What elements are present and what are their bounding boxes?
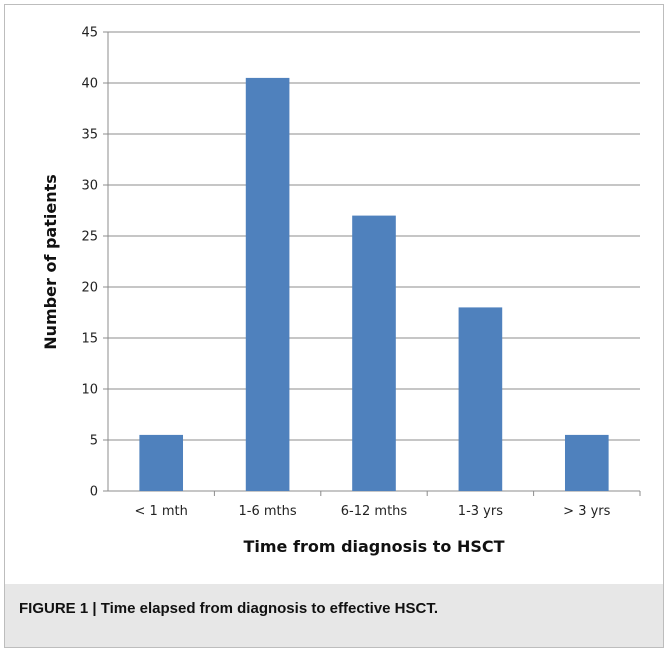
bar	[352, 215, 396, 491]
bars	[139, 77, 609, 492]
bar-chart: 0 5 10 15 20 25 30 35 40 45 < 1 mth 1-6 mths 6-12 mt…	[41, 26, 641, 556]
caption-bar: FIGURE 1 | Time elapsed from diagnosis t…	[4, 584, 664, 648]
y-tick-label: 15	[81, 332, 98, 347]
y-tick-label: 25	[81, 230, 98, 245]
figure-frame	[4, 4, 664, 648]
bar	[564, 434, 609, 491]
y-tick-label: 35	[81, 128, 98, 143]
x-tick-label: 6-12 mths	[341, 504, 408, 519]
gridlines	[108, 31, 640, 441]
bar	[458, 307, 503, 491]
figure-caption: FIGURE 1 | Time elapsed from diagnosis t…	[19, 600, 439, 617]
y-tick-label: 5	[90, 434, 98, 449]
y-tick-label: 40	[81, 77, 98, 92]
y-tick-label: 45	[81, 26, 98, 41]
x-tick-label: > 3 yrs	[563, 504, 610, 519]
bar	[245, 77, 290, 492]
y-axis-title: Number of patients	[41, 174, 60, 350]
y-tick-label: 20	[81, 281, 98, 296]
x-tick-label: < 1 mth	[134, 504, 187, 519]
y-tick-label: 10	[81, 383, 98, 398]
y-tick-label: 30	[81, 179, 98, 194]
x-axis-title: Time from diagnosis to HSCT	[243, 537, 504, 556]
x-tick-label: 1-3 yrs	[458, 504, 503, 519]
x-tick-label: 1-6 mths	[239, 504, 297, 519]
y-tick-label: 0	[90, 485, 98, 500]
tick-labels: 0 5 10 15 20 25 30 35 40 45 < 1 mth 1-6 mths 6-12 mt…	[81, 26, 610, 520]
bar	[139, 434, 184, 491]
